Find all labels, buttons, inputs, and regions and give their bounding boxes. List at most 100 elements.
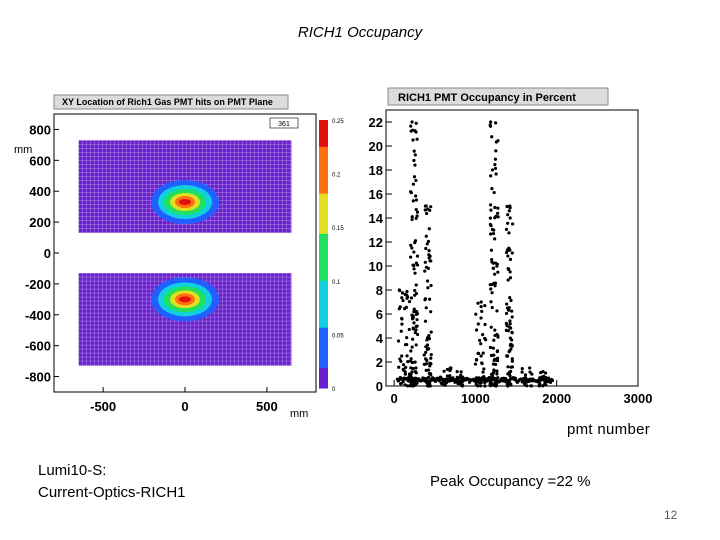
scatter-point xyxy=(398,357,402,361)
scatter-point xyxy=(496,206,500,210)
scatter-point xyxy=(489,120,493,124)
scatter-point xyxy=(454,377,458,382)
scatter-x-tick-label: 0 xyxy=(391,391,398,406)
colorbar-segment xyxy=(319,207,328,215)
scatter-point xyxy=(505,354,509,358)
scatter-point xyxy=(409,296,414,300)
scatter-y-tick-label: 10 xyxy=(369,259,383,274)
scatter-point xyxy=(410,345,414,349)
scatter-point xyxy=(411,326,415,330)
scatter-point xyxy=(483,336,487,341)
colorbar-segment xyxy=(319,120,328,128)
scatter-point xyxy=(410,246,414,250)
colorbar-segment xyxy=(319,367,328,376)
scatter-point xyxy=(442,379,447,383)
scatter-point xyxy=(460,375,464,380)
scatter-point xyxy=(493,357,497,361)
scatter-point xyxy=(504,311,509,316)
scatter-point xyxy=(537,379,541,384)
scatter-point xyxy=(414,283,418,287)
colorbar-segment xyxy=(319,327,328,335)
scatter-point xyxy=(510,251,514,255)
scatter-point xyxy=(506,278,510,282)
heatmap-hotspot-upper xyxy=(179,199,191,206)
scatter-point xyxy=(424,246,428,251)
heatmap-x-tick-label: 0 xyxy=(181,399,188,414)
scatter-point xyxy=(491,371,495,375)
colorbar-segment xyxy=(319,280,328,288)
scatter-point xyxy=(399,329,403,333)
scatter-point xyxy=(510,309,514,313)
scatter-point xyxy=(459,370,463,374)
slide-title: RICH1 Occupancy xyxy=(297,24,423,41)
scatter-point xyxy=(510,359,514,363)
scatter-point xyxy=(528,366,532,370)
scatter-point xyxy=(508,248,512,252)
scatter-point xyxy=(400,316,404,321)
scatter-point xyxy=(423,269,427,273)
scatter-point xyxy=(410,120,414,124)
scatter-point xyxy=(415,210,420,214)
scatter-point xyxy=(445,377,449,381)
scatter-point xyxy=(490,291,494,295)
scatter-point xyxy=(508,319,512,323)
scatter-point xyxy=(490,135,494,139)
lumi-line-2: Current-Optics-RICH1 xyxy=(38,484,186,501)
scatter-point xyxy=(493,272,497,276)
scatter-point xyxy=(510,344,514,348)
colorbar-tick-label: 0.15 xyxy=(332,226,344,232)
scatter-point xyxy=(429,310,433,314)
scatter-point xyxy=(493,205,497,210)
scatter-point xyxy=(539,371,543,375)
scatter-point xyxy=(412,267,416,271)
scatter-point xyxy=(508,322,512,326)
scatter-y-tick-label: 16 xyxy=(369,187,383,202)
colorbar-segment xyxy=(319,180,328,188)
scatter-point xyxy=(415,214,419,218)
scatter-point xyxy=(413,360,417,364)
page-number: 12 xyxy=(664,508,678,522)
stats-box xyxy=(269,117,299,129)
scatter-point xyxy=(410,217,414,222)
colorbar-segment xyxy=(319,381,328,389)
scatter-point xyxy=(509,347,513,351)
scatter-y-tick-label: 20 xyxy=(369,139,383,154)
scatter-y-tick-label: 8 xyxy=(376,283,383,298)
scatter-point xyxy=(508,295,512,300)
scatter-point xyxy=(428,297,432,301)
colorbar-segment xyxy=(319,193,328,201)
scatter-point xyxy=(414,194,418,198)
scatter-point xyxy=(493,157,498,161)
scatter-point xyxy=(508,257,513,261)
scatter-point xyxy=(477,376,481,380)
scatter-point xyxy=(493,281,498,285)
colorbar-segment xyxy=(319,213,328,221)
scatter-point xyxy=(507,306,511,310)
scatter-point xyxy=(483,303,487,308)
scatter-point xyxy=(409,129,413,133)
scatter-point xyxy=(475,328,479,332)
colorbar-segment xyxy=(319,274,328,282)
scatter-point xyxy=(491,346,495,350)
colorbar-tick-label: 0.2 xyxy=(332,173,341,179)
scatter-point xyxy=(505,302,509,306)
heatmap-y-unit: mm xyxy=(14,144,33,156)
scatter-x-axis-label: pmt number xyxy=(567,421,651,438)
scatter-point xyxy=(489,300,493,304)
scatter-point xyxy=(425,380,429,384)
scatter-point xyxy=(550,378,555,383)
scatter-point xyxy=(403,372,407,376)
scatter-point xyxy=(423,319,428,323)
scatter-point xyxy=(492,228,496,232)
colorbar-segment xyxy=(319,287,328,295)
scatter-point xyxy=(407,327,411,332)
colorbar-segment xyxy=(319,126,328,134)
scatter-point xyxy=(493,237,497,241)
scatter-point xyxy=(425,343,430,347)
scatter-point xyxy=(413,331,417,335)
scatter-point xyxy=(423,377,428,382)
scatter-point xyxy=(412,263,416,268)
scatter-point xyxy=(487,376,491,380)
colorbar-segment xyxy=(319,321,328,329)
scatter-point xyxy=(494,214,498,218)
